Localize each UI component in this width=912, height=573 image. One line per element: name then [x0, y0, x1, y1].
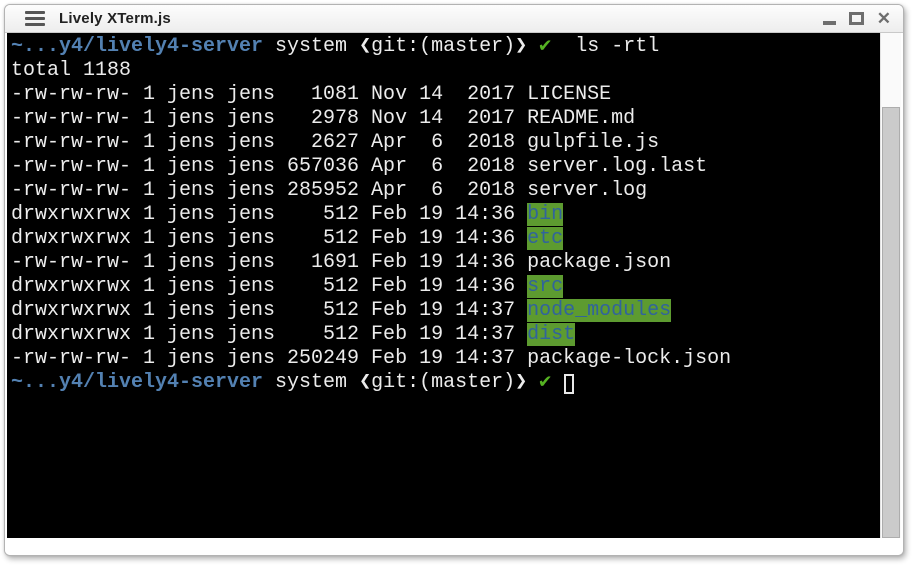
terminal-text: drwxrwxrwx 1 jens jens 512 Feb 19 14:37: [11, 299, 528, 322]
hamburger-bar: [25, 17, 45, 20]
terminal-text: ls -rtl: [551, 35, 660, 58]
terminal-line: -rw-rw-rw- 1 jens jens 1081 Nov 14 2017 …: [11, 83, 901, 107]
terminal-text: drwxrwxrwx 1 jens jens 512 Feb 19 14:37: [11, 323, 528, 346]
terminal-text: server.log.last: [527, 155, 708, 178]
terminal-text: -rw-rw-rw- 1 jens jens 250249 Feb 19 14:…: [11, 347, 528, 370]
terminal-line: -rw-rw-rw- 1 jens jens 2627 Apr 6 2018 g…: [11, 131, 901, 155]
terminal-text: [551, 371, 563, 394]
scrollbar-thumb[interactable]: [882, 107, 900, 538]
terminal-line: total 1188: [11, 59, 901, 83]
terminal-cursor: [564, 374, 575, 394]
hamburger-bar: [25, 11, 45, 14]
window-controls: ✕: [822, 10, 891, 27]
terminal-text: drwxrwxrwx 1 jens jens 512 Feb 19 14:36: [11, 203, 528, 226]
terminal-line: -rw-rw-rw- 1 jens jens 250249 Feb 19 14:…: [11, 347, 901, 371]
terminal-text: README.md: [527, 107, 636, 130]
directory-name: bin: [527, 203, 564, 226]
terminal-text: -rw-rw-rw- 1 jens jens 657036 Apr 6 2018: [11, 155, 528, 178]
close-icon: ✕: [876, 9, 891, 28]
terminal-line: drwxrwxrwx 1 jens jens 512 Feb 19 14:36 …: [11, 203, 901, 227]
directory-name: node_modules: [527, 299, 672, 322]
terminal-text: gulpfile.js: [527, 131, 660, 154]
terminal-text: LICENSE: [527, 83, 612, 106]
terminal-text: -rw-rw-rw- 1 jens jens 2978 Nov 14 2017: [11, 107, 528, 130]
directory-name: src: [527, 275, 564, 298]
directory-name: etc: [527, 227, 564, 250]
terminal-line: ~...y4/lively4-server system ❮git:(maste…: [11, 35, 901, 59]
terminal-text: -rw-rw-rw- 1 jens jens 2627 Apr 6 2018: [11, 131, 528, 154]
terminal-line: -rw-rw-rw- 1 jens jens 1691 Feb 19 14:36…: [11, 251, 901, 275]
terminal-text: ✔: [539, 35, 552, 58]
hamburger-menu-icon[interactable]: [25, 11, 45, 26]
window-titlebar: Lively XTerm.js ✕: [5, 5, 903, 33]
hamburger-bar: [25, 23, 45, 26]
minimize-button[interactable]: [822, 13, 836, 25]
terminal-lines: ~...y4/lively4-server system ❮git:(maste…: [7, 33, 901, 395]
terminal-line: drwxrwxrwx 1 jens jens 512 Feb 19 14:36 …: [11, 227, 901, 251]
terminal-text: total 1188: [11, 59, 132, 82]
terminal-window: Lively XTerm.js ✕ ~...y4/lively4-server …: [4, 4, 904, 556]
terminal-text: drwxrwxrwx 1 jens jens 512 Feb 19 14:36: [11, 275, 528, 298]
scrollbar-track[interactable]: [880, 33, 901, 538]
terminal-line: -rw-rw-rw- 1 jens jens 2978 Nov 14 2017 …: [11, 107, 901, 131]
terminal-text: ~...y4/lively4-server: [11, 35, 264, 58]
close-button[interactable]: ✕: [877, 10, 891, 27]
terminal-text: -rw-rw-rw- 1 jens jens 1081 Nov 14 2017: [11, 83, 528, 106]
terminal-text: system ❮git:(master)❯: [263, 35, 540, 58]
window-title: Lively XTerm.js: [59, 10, 171, 27]
terminal-line: -rw-rw-rw- 1 jens jens 657036 Apr 6 2018…: [11, 155, 901, 179]
terminal-text: package-lock.json: [527, 347, 732, 370]
terminal-text: drwxrwxrwx 1 jens jens 512 Feb 19 14:36: [11, 227, 528, 250]
terminal-screen[interactable]: ~...y4/lively4-server system ❮git:(maste…: [7, 33, 901, 538]
terminal-text: -rw-rw-rw- 1 jens jens 285952 Apr 6 2018: [11, 179, 528, 202]
terminal-text: -rw-rw-rw- 1 jens jens 1691 Feb 19 14:36: [11, 251, 528, 274]
terminal-line: drwxrwxrwx 1 jens jens 512 Feb 19 14:37 …: [11, 323, 901, 347]
terminal-line: drwxrwxrwx 1 jens jens 512 Feb 19 14:37 …: [11, 299, 901, 323]
minimize-icon: [822, 20, 836, 25]
terminal-line: drwxrwxrwx 1 jens jens 512 Feb 19 14:36 …: [11, 275, 901, 299]
terminal-text: ✔: [539, 371, 552, 394]
terminal-text: package.json: [527, 251, 672, 274]
directory-name: dist: [527, 323, 576, 346]
maximize-button[interactable]: [848, 12, 864, 25]
terminal-line: -rw-rw-rw- 1 jens jens 285952 Apr 6 2018…: [11, 179, 901, 203]
window-bottom-strip: [5, 538, 903, 555]
maximize-icon: [848, 12, 864, 25]
terminal-text: server.log: [527, 179, 648, 202]
terminal-line: ~...y4/lively4-server system ❮git:(maste…: [11, 371, 901, 395]
terminal-text: ~...y4/lively4-server: [11, 371, 264, 394]
terminal-text: system ❮git:(master)❯: [263, 371, 540, 394]
